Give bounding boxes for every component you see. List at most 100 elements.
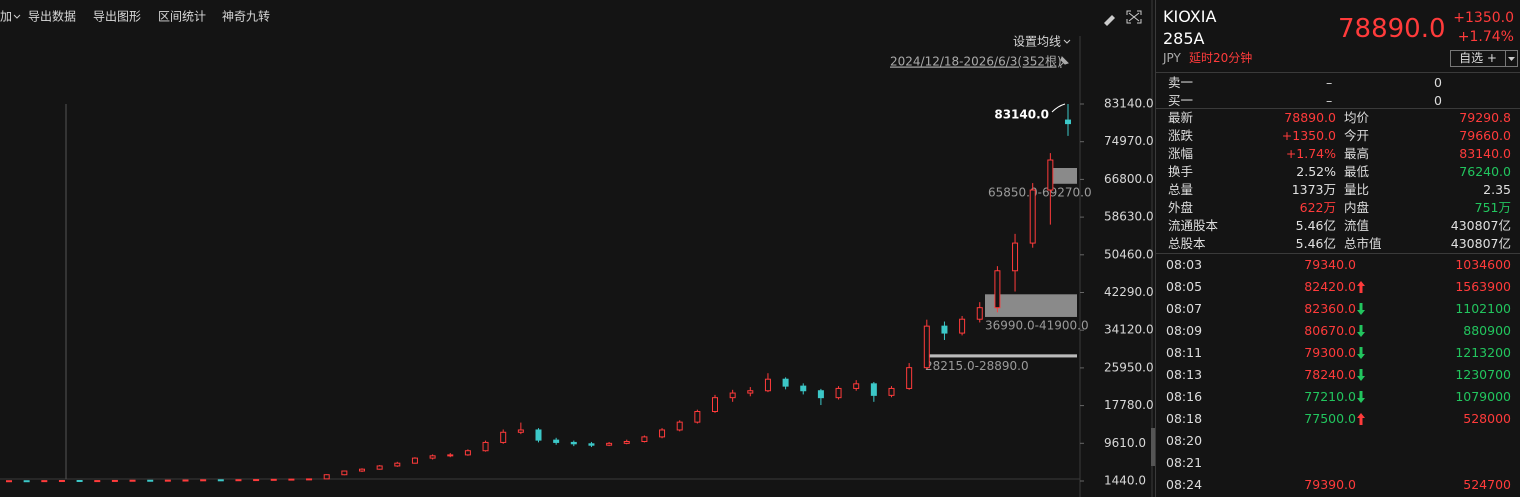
candle-body: [553, 439, 560, 443]
y-tick-label: 74970.0: [1104, 134, 1154, 148]
trade-volume: 528000: [1463, 411, 1511, 426]
trade-price: 79300.0: [1304, 345, 1356, 360]
trade-price: 82360.0: [1304, 301, 1356, 316]
stat-label: 涨幅: [1168, 146, 1194, 161]
stat-value: 2.35: [1483, 182, 1511, 197]
peak-pointer: [1051, 103, 1066, 113]
candle-body: [129, 479, 136, 482]
candle-body: [1012, 242, 1019, 272]
toolbar-item[interactable]: 区间统计: [158, 10, 206, 24]
dropdown-icon[interactable]: [13, 14, 21, 19]
candle-body: [959, 318, 966, 334]
candle-body: [941, 325, 948, 334]
candle-body: [906, 367, 913, 389]
arrow-icon: [1357, 281, 1365, 293]
candle-body: [835, 387, 842, 399]
watchlist-dropdown[interactable]: [1505, 50, 1518, 67]
candle-body: [41, 480, 48, 483]
candle-body: [676, 421, 683, 431]
stock-name: KIOXIA: [1163, 7, 1217, 26]
candle-body: [359, 468, 365, 472]
trade-volume: 1079000: [1455, 389, 1511, 404]
dropdown-icon: [1508, 57, 1515, 61]
stat-value: 751万: [1474, 200, 1511, 215]
trade-arrow: [1357, 281, 1365, 293]
stat-label: 总市值: [1344, 236, 1382, 251]
arrow-icon: [1357, 325, 1365, 337]
candle-body: [111, 479, 118, 482]
trade-price: 77210.0: [1304, 389, 1356, 404]
trade-price: 78240.0: [1304, 367, 1356, 382]
trade-time: 08:05: [1166, 279, 1203, 294]
arrow-icon: [1357, 391, 1365, 403]
y-tick-label: 25950.0: [1104, 360, 1154, 374]
candle-body: [994, 270, 1001, 309]
stat-value: 622万: [1299, 200, 1336, 215]
trade-arrow: [1357, 391, 1365, 403]
candle-body: [376, 465, 383, 470]
y-tick-label: 17780.0: [1104, 398, 1154, 412]
y-tick-label: 9610.0: [1104, 436, 1146, 450]
stat-label: 内盘: [1344, 200, 1370, 215]
candle-body: [535, 429, 542, 441]
trade-arrow: [1357, 369, 1365, 381]
trade-time: 08:16: [1166, 389, 1203, 404]
candle-body: [694, 411, 701, 423]
toolbar-item[interactable]: 导出数据: [28, 9, 76, 24]
draw-icon[interactable]: [1104, 15, 1115, 26]
divider: [1156, 72, 1520, 73]
price-zone: [1053, 168, 1077, 184]
ma-setting[interactable]: 设置均线: [1013, 35, 1061, 49]
stat-value: 2.52%: [1296, 164, 1336, 179]
y-tick-label: 58630.0: [1104, 210, 1154, 224]
stat-value: +1.74%: [1285, 146, 1336, 161]
dropdown-icon[interactable]: [1063, 39, 1071, 44]
divider: [1156, 108, 1520, 109]
book-price: –: [1326, 93, 1333, 108]
trade-price: 82420.0: [1304, 279, 1356, 294]
y-tick-label: 50460.0: [1104, 247, 1154, 261]
candle-body: [923, 325, 930, 369]
candle-body: [341, 470, 348, 476]
stat-label: 最低: [1344, 164, 1370, 179]
trade-volume: 1213200: [1455, 345, 1511, 360]
fullscreen-icon[interactable]: [1126, 10, 1142, 24]
zone-label: 28215.0-28890.0: [925, 359, 1029, 373]
book-label: 买一: [1168, 93, 1194, 108]
candle-body: [200, 479, 207, 482]
candle-body: [853, 383, 860, 389]
toolbar-item[interactable]: 导出图形: [93, 10, 141, 24]
stat-value: 5.46亿: [1295, 218, 1336, 233]
divider: [1156, 253, 1520, 254]
stat-label: 外盘: [1168, 200, 1194, 215]
book-price: –: [1326, 75, 1333, 90]
candle-body: [800, 385, 807, 392]
trade-time: 08:11: [1166, 345, 1203, 360]
candle-body: [764, 378, 771, 392]
y-tick-label: 34120.0: [1104, 323, 1154, 337]
candle-body: [253, 479, 260, 482]
candle-body: [659, 429, 666, 438]
price-change-pct: +1.74%: [1457, 29, 1514, 45]
pin-icon[interactable]: [1059, 56, 1069, 67]
trade-time: 08:21: [1166, 455, 1203, 470]
range-text[interactable]: 2024/12/18-2026/6/3(352根): [890, 55, 1062, 69]
toolbar-item[interactable]: 神奇九转: [222, 9, 270, 24]
trade-arrow: [1357, 303, 1365, 315]
candle-body: [747, 390, 754, 394]
stat-value: 76240.0: [1459, 164, 1511, 179]
trade-arrow: [1357, 347, 1365, 359]
arrow-icon: [1357, 369, 1365, 381]
quote-panel: KIOXIA 285A JPY 延时20分钟 78890.0 +1350.0 +…: [1155, 0, 1520, 497]
watchlist-button[interactable]: 自选 +: [1450, 50, 1506, 67]
candle-body: [1029, 189, 1036, 244]
trade-time: 08:24: [1166, 477, 1203, 492]
candle-body: [1065, 119, 1071, 125]
candle-body: [1047, 159, 1054, 191]
stock-code: 285A: [1163, 29, 1205, 48]
candle-body: [306, 478, 313, 481]
stat-label: 均价: [1344, 110, 1370, 125]
toolbar-item[interactable]: 加: [0, 10, 12, 24]
chart: 加 导出数据 导出图形 区间统计 神奇九转 设置均线 2024/12/18-20…: [0, 0, 1155, 497]
scrollbar[interactable]: [1151, 428, 1155, 466]
